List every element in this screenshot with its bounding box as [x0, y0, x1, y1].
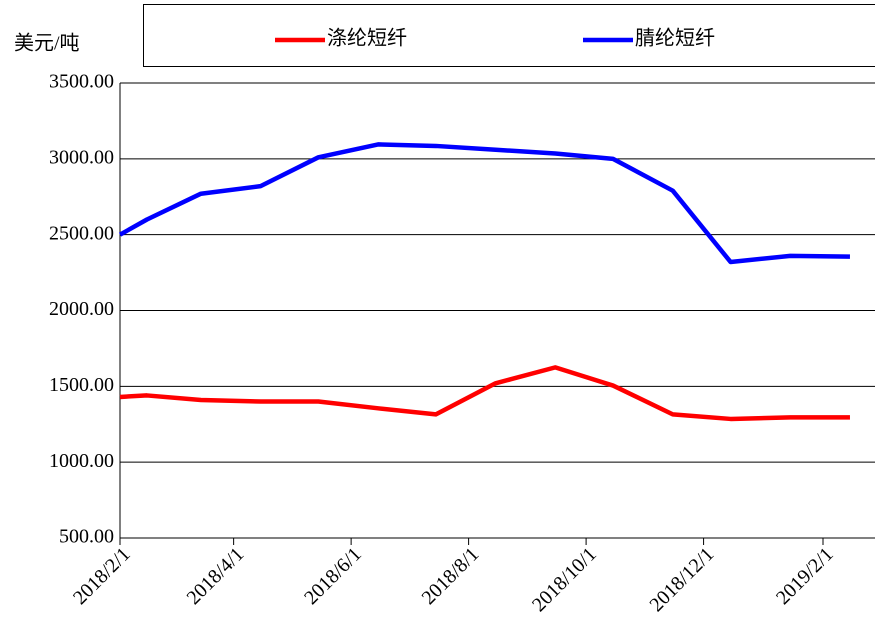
x-tick-label: 2019/2/1 — [772, 543, 838, 609]
y-axis-label: 美元/吨 — [14, 32, 80, 55]
series-line — [118, 142, 850, 265]
y-tick-label: 1000.00 — [49, 450, 114, 472]
y-tick-label: 500.00 — [59, 526, 114, 548]
y-tick-label: 2000.00 — [49, 298, 114, 320]
x-tick-label: 2018/10/1 — [528, 543, 601, 616]
series-line — [119, 365, 850, 422]
x-tick-label: 2018/12/1 — [645, 543, 718, 616]
x-tick-label: 2018/2/1 — [69, 543, 135, 609]
legend-box — [143, 4, 875, 67]
y-tick-label: 3000.00 — [49, 146, 114, 168]
y-tick-label: 2500.00 — [49, 222, 114, 244]
y-tick-label: 1500.00 — [49, 374, 114, 396]
legend-label: 涤纶短纤 — [327, 27, 407, 50]
x-tick-label: 2018/8/1 — [418, 543, 484, 609]
legend-label: 腈纶短纤 — [635, 27, 715, 50]
x-tick-label: 2018/4/1 — [183, 543, 249, 609]
y-tick-label: 3500.00 — [49, 71, 114, 93]
x-tick-label: 2018/6/1 — [300, 543, 366, 609]
